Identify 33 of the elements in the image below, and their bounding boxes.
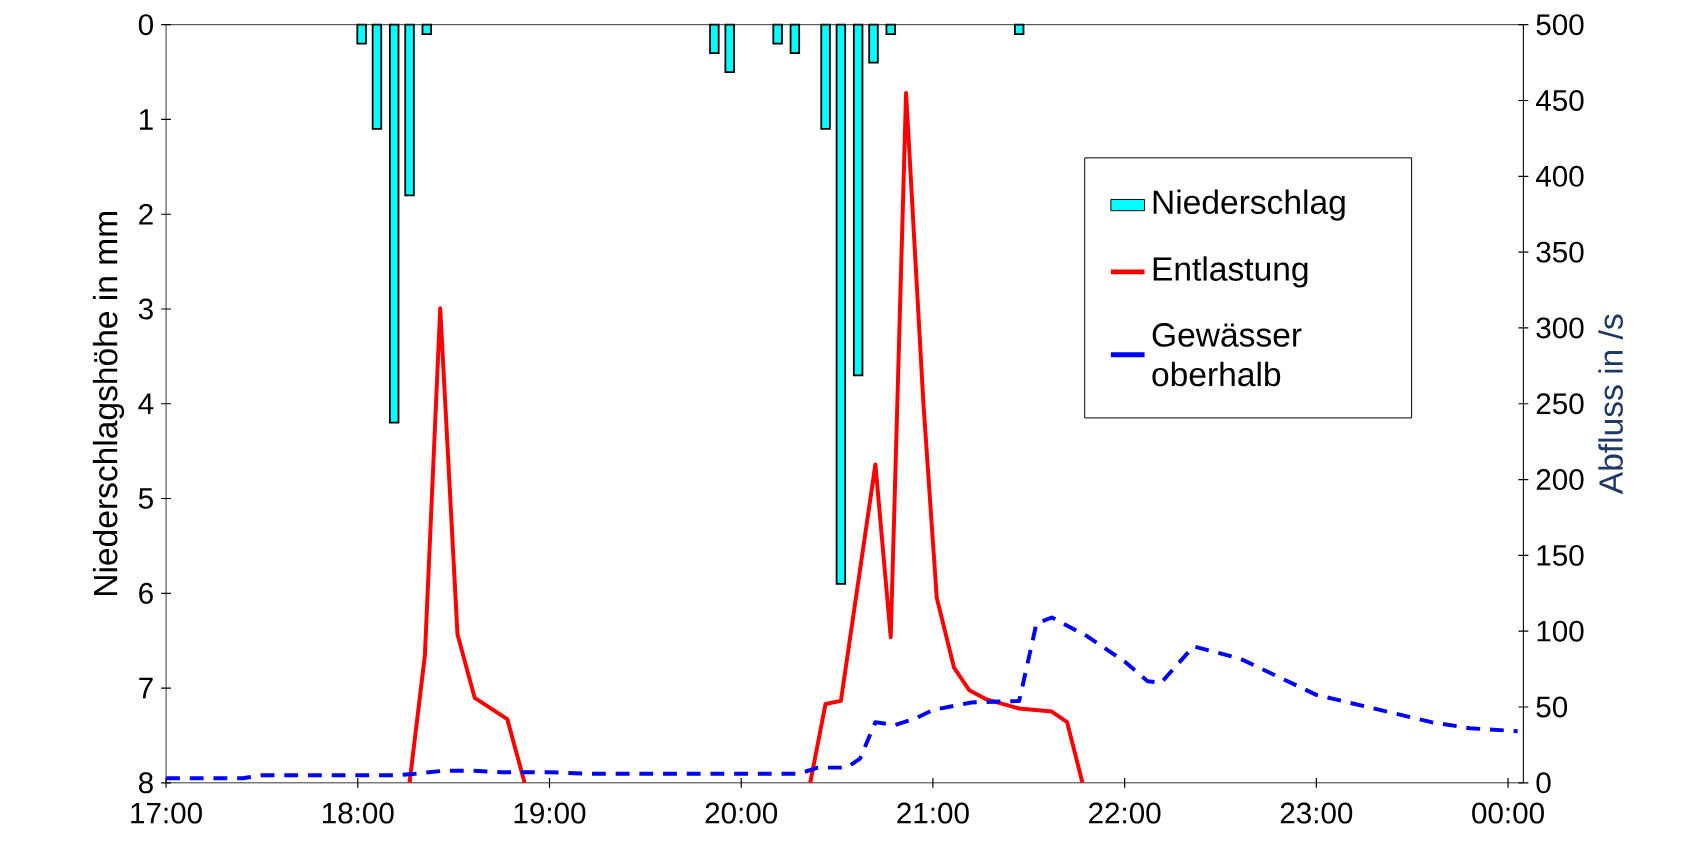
y2-tick-label: 500 bbox=[1536, 14, 1584, 36]
legend-label: Gewässer oberhalb bbox=[1152, 323, 1302, 387]
y2-tick-label: 0 bbox=[1536, 772, 1551, 794]
y2-tick-label: 250 bbox=[1536, 393, 1584, 415]
y-axis-title: Niederschlagshöhe in mm bbox=[92, 212, 125, 596]
x-tick-label: 18:00 bbox=[322, 802, 394, 824]
y2-tick-label: 450 bbox=[1535, 90, 1584, 111]
y-tick-label: 1 bbox=[139, 109, 153, 130]
x-tick-label: 00:00 bbox=[1472, 802, 1544, 824]
y-tick-label: 4 bbox=[138, 393, 154, 414]
y2-tick-label: 100 bbox=[1537, 620, 1584, 642]
y2-tick-label: 400 bbox=[1535, 165, 1584, 187]
x-tick-label: 17:00 bbox=[131, 802, 202, 824]
y-tick-label: 2 bbox=[139, 203, 153, 225]
y2-axis-title: Abfluss in /s bbox=[1598, 314, 1623, 495]
y2-tick-label: 50 bbox=[1536, 696, 1568, 718]
x-tick-label: 19:00 bbox=[514, 802, 586, 824]
y2-tick-label: 200 bbox=[1536, 469, 1584, 491]
legend-label: Niederschlag bbox=[1153, 189, 1345, 221]
y2-tick-label: 150 bbox=[1537, 544, 1584, 566]
y-tick-label: 0 bbox=[138, 14, 153, 36]
legend-label: Entlastung bbox=[1153, 256, 1308, 288]
y-tick-label: 7 bbox=[139, 677, 153, 699]
x-tick-label: 20:00 bbox=[705, 802, 778, 824]
x-tick-label: 22:00 bbox=[1089, 802, 1161, 824]
y-tick-label: 5 bbox=[138, 488, 153, 509]
y-tick-label: 6 bbox=[139, 582, 153, 604]
x-tick-label: 23:00 bbox=[1280, 802, 1353, 824]
y-tick-label: 8 bbox=[138, 772, 153, 794]
y2-tick-label: 350 bbox=[1536, 241, 1584, 263]
y2-tick-label: 300 bbox=[1536, 317, 1584, 339]
x-tick-label: 21:00 bbox=[897, 802, 969, 824]
y-tick-label: 3 bbox=[138, 298, 153, 320]
